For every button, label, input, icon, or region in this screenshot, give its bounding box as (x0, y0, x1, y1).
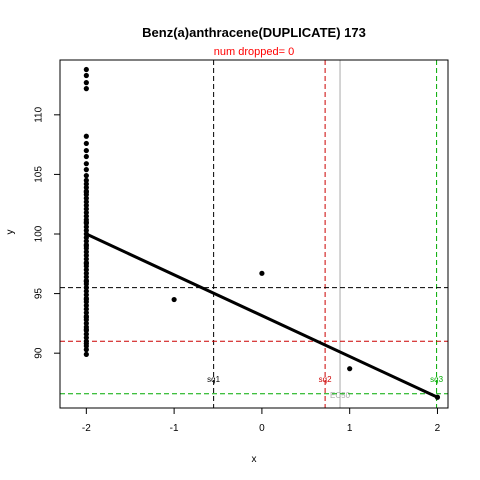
data-point (83, 320, 89, 326)
y-tick-label: 100 (34, 225, 45, 242)
data-point (83, 153, 89, 160)
y-axis-label: y (5, 230, 16, 235)
data-point (171, 296, 177, 303)
reference-label-ec50: EC50 (330, 391, 351, 400)
data-point (83, 202, 89, 208)
reference-label-sq2: sq2 (319, 375, 332, 384)
data-point (83, 213, 89, 219)
y-tick-label: 95 (34, 288, 45, 300)
chart-title: Benz(a)anthracene(DUPLICATE) 173 (142, 25, 366, 40)
x-axis-label: x (252, 454, 257, 465)
data-point (83, 238, 89, 244)
x-tick-label: -2 (82, 423, 91, 434)
data-point (347, 366, 353, 372)
data-point (83, 209, 89, 216)
x-tick-label: -1 (170, 423, 179, 434)
data-point (83, 306, 89, 312)
data-point (83, 195, 89, 201)
data-point (83, 331, 89, 337)
data-point (83, 310, 89, 316)
chart-subtitle: num dropped= 0 (214, 46, 294, 58)
data-point (83, 86, 89, 92)
data-point (83, 199, 89, 205)
data-point (83, 234, 89, 241)
data-point (83, 219, 89, 225)
y-tick-label: 90 (34, 347, 45, 359)
data-point (259, 270, 265, 276)
reference-lines: sq1 sq2 EC50 sq3 (60, 60, 448, 408)
data-point (83, 189, 89, 195)
data-point (83, 243, 89, 249)
data-point (83, 285, 89, 291)
data-point (83, 227, 89, 234)
reference-label-sq3: sq3 (430, 375, 443, 384)
data-points (83, 66, 441, 400)
data-point (83, 256, 89, 262)
data-point (83, 270, 89, 276)
x-tick-label: 0 (259, 423, 265, 434)
y-tick-label: 105 (34, 166, 45, 183)
axes: -2 -1 0 1 2 90 95 100 105 110 (34, 106, 441, 434)
data-point (83, 161, 89, 167)
data-point (83, 267, 89, 273)
data-point (83, 184, 89, 191)
data-point (83, 302, 89, 309)
data-point (83, 335, 89, 341)
data-point (83, 288, 89, 294)
data-point (83, 177, 89, 183)
data-point (83, 133, 89, 139)
plot-frame (59, 59, 449, 409)
reference-label-sq1: sq1 (207, 375, 220, 384)
data-point (83, 252, 89, 259)
fit-line (85, 232, 439, 399)
data-point (83, 261, 89, 267)
data-point (83, 296, 89, 303)
y-tick-label: 110 (34, 106, 45, 122)
data-point (83, 206, 89, 212)
data-point (83, 351, 89, 357)
data-point (83, 326, 89, 332)
data-point (83, 341, 89, 347)
data-point (83, 347, 89, 353)
fit-line-group (85, 232, 439, 399)
data-point (83, 167, 89, 173)
x-tick-label: 1 (347, 423, 353, 434)
data-point (83, 314, 89, 321)
data-point (83, 147, 89, 154)
data-point (83, 274, 89, 280)
data-point (83, 140, 89, 147)
data-point (83, 249, 89, 255)
data-point (83, 173, 89, 179)
data-point (83, 292, 89, 298)
data-point (83, 181, 89, 187)
data-point (83, 80, 89, 86)
data-point (83, 224, 89, 230)
data-point (83, 279, 89, 285)
data-point (83, 72, 89, 79)
data-point (83, 66, 89, 73)
x-tick-label: 2 (435, 423, 441, 434)
